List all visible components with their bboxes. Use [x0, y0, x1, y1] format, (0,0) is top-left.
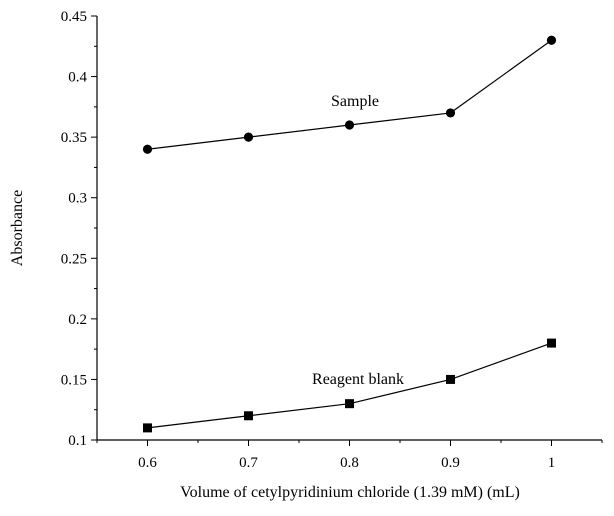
data-point-sample [142, 144, 153, 154]
data-point-reagent-blank [244, 411, 253, 421]
data-point-reagent-blank [345, 399, 354, 409]
y-tick-label: 0.1 [68, 433, 87, 449]
data-point-sample [445, 108, 456, 118]
x-tick-label: 0.8 [340, 455, 359, 471]
y-tick-label: 0.45 [61, 9, 87, 25]
series-layer [142, 35, 557, 433]
x-tick-label: 0.6 [138, 455, 157, 471]
data-point-reagent-blank [547, 338, 556, 348]
y-tick-label: 0.2 [68, 312, 87, 328]
y-ticks: 0.1 0.15 0.2 0.25 0.3 0.35 0.4 0.45 [61, 9, 97, 449]
data-point-sample [243, 132, 254, 142]
y-tick-label: 0.3 [68, 191, 87, 207]
series-label-sample: Sample [331, 93, 379, 110]
x-tick-label: 0.9 [441, 455, 460, 471]
y-tick-label: 0.15 [61, 372, 87, 388]
x-tick-label: 1 [548, 455, 556, 471]
data-point-reagent-blank [143, 423, 152, 433]
y-axis-title: Absorbance [9, 190, 26, 266]
y-tick-label: 0.35 [61, 130, 87, 146]
x-axis-title: Volume of cetylpyridinium chloride (1.39… [180, 484, 520, 501]
y-tick-label: 0.4 [68, 70, 87, 86]
x-ticks: 0.6 0.7 0.8 0.9 1 [96, 440, 603, 471]
data-point-sample [344, 120, 355, 130]
series-label-reagent-blank: Reagent blank [312, 371, 404, 388]
x-tick-label: 0.7 [239, 455, 258, 471]
data-point-sample [546, 35, 557, 45]
data-point-reagent-blank [446, 374, 455, 384]
y-tick-label: 0.25 [61, 251, 87, 267]
